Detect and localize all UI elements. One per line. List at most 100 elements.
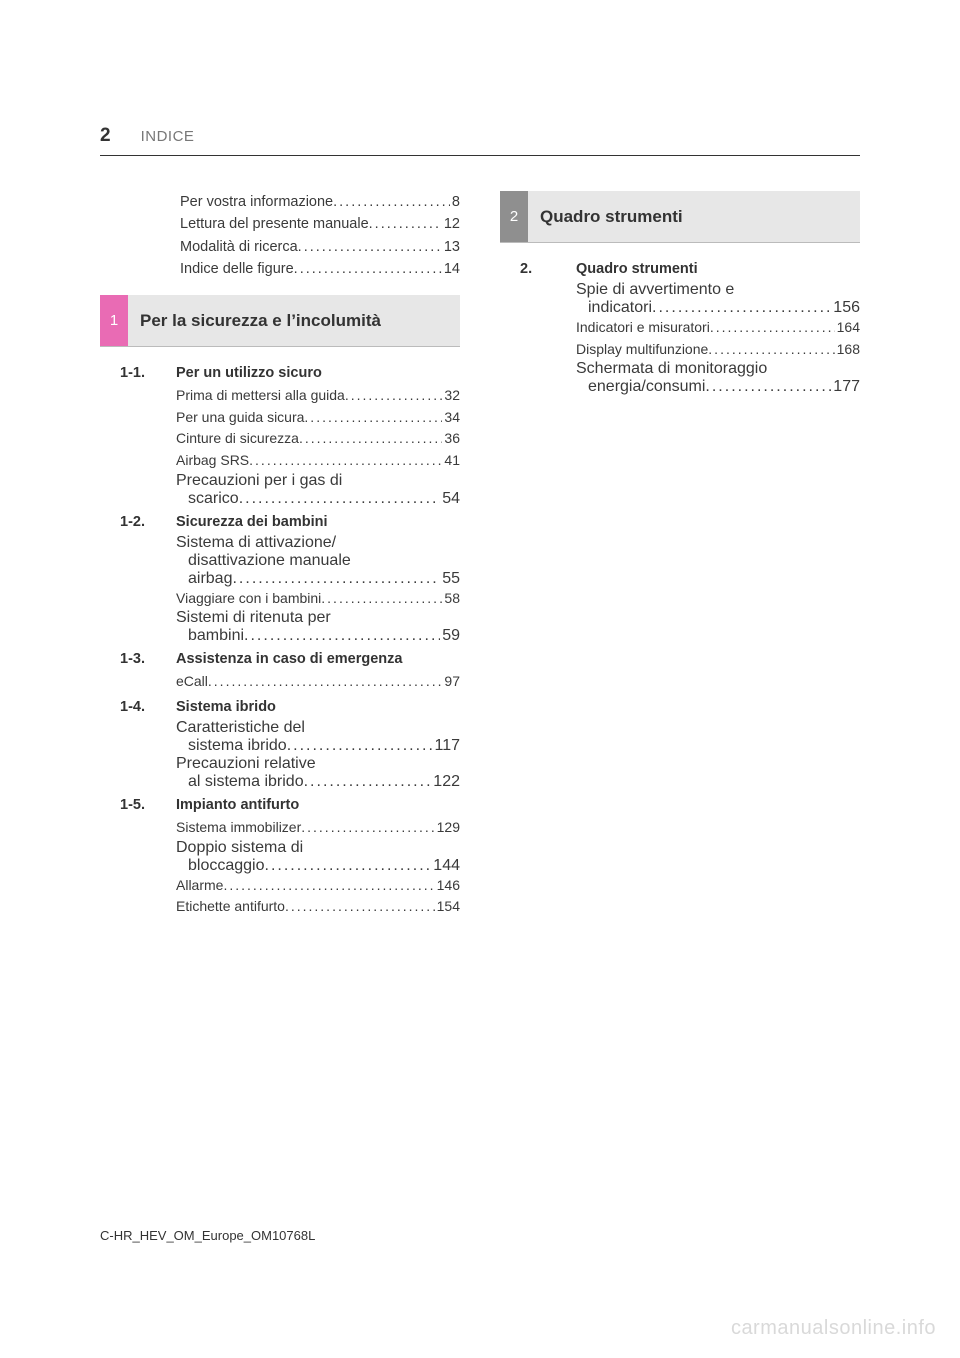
toc-page: 55: [440, 570, 460, 588]
section-2-title: Quadro strumenti: [528, 191, 860, 242]
toc-label: bloccaggio: [188, 857, 265, 875]
toc-label: Per vostra informazione: [180, 191, 333, 213]
toc-dots: [223, 875, 434, 897]
content-columns: Per vostra informazione 8 Lettura del pr…: [100, 191, 860, 924]
toc-page: 144: [431, 857, 460, 875]
toc-page: 129: [435, 817, 460, 839]
subsection-items: Prima di mettersi alla guida 32 Per una …: [120, 385, 460, 508]
left-column: Per vostra informazione 8 Lettura del pr…: [100, 191, 460, 924]
toc-line: Per una guida sicura 34: [176, 407, 460, 429]
intro-list: Per vostra informazione 8 Lettura del pr…: [100, 191, 460, 281]
subsection-2: 2. Quadro strumenti Spie di avvertimento…: [500, 261, 860, 396]
toc-dots: [710, 317, 835, 339]
toc-label: indicatori: [588, 299, 652, 317]
toc-label: Per una guida sicura: [176, 407, 304, 429]
toc-dots: [287, 737, 433, 755]
toc-page: 177: [831, 378, 860, 396]
toc-label: Allarme: [176, 875, 223, 897]
toc-dots: [298, 236, 442, 258]
toc-page: 14: [442, 258, 460, 280]
toc-label: sistema ibrido: [188, 737, 287, 755]
subsection-1-1: 1-1. Per un utilizzo sicuro Prima di met…: [100, 365, 460, 508]
subsection-head: 1-1. Per un utilizzo sicuro: [120, 365, 460, 381]
toc-line: Sistema immobilizer 129: [176, 817, 460, 839]
subsection-1-4: 1-4. Sistema ibrido Caratteristiche del …: [100, 699, 460, 791]
toc-page: 117: [432, 737, 460, 755]
toc-line-multi: Sistemi di ritenuta per bambini 59: [176, 609, 460, 645]
toc-page: 13: [442, 236, 460, 258]
toc-label: Prima di mettersi alla guida: [176, 385, 345, 407]
toc-dots: [304, 407, 442, 429]
toc-label: Doppio sistema di: [176, 839, 460, 857]
toc-line: Lettura del presente manuale 12: [180, 213, 460, 235]
subsection-1-2: 1-2. Sicurezza dei bambini Sistema di at…: [100, 514, 460, 646]
toc-dots: [321, 588, 442, 610]
page: 2 INDICE Per vostra informazione 8 Lettu…: [0, 0, 960, 1358]
subsection-head: 1-5. Impianto antifurto: [120, 797, 460, 813]
toc-line: Indice delle figure 14: [180, 258, 460, 280]
toc-page: 58: [442, 588, 460, 610]
toc-page: 54: [440, 490, 460, 508]
section-1-tab: 1: [100, 295, 128, 346]
toc-label: Lettura del presente manuale: [180, 213, 369, 235]
subsection-num: 1-5.: [120, 797, 162, 813]
toc-label: Precauzioni per i gas di: [176, 472, 460, 490]
watermark-text: carmanualsonline.info: [731, 1317, 936, 1340]
subsection-num: 1-3.: [120, 651, 162, 667]
toc-dots: [265, 857, 432, 875]
subsection-title: Assistenza in caso di emergenza: [176, 651, 460, 667]
toc-dots: [208, 671, 443, 693]
toc-label: Sistemi di ritenuta per: [176, 609, 460, 627]
toc-dots: [294, 258, 442, 280]
toc-label: airbag: [188, 570, 232, 588]
toc-page: 164: [835, 317, 860, 339]
subsection-items: Caratteristiche del sistema ibrido 117 P…: [120, 719, 460, 791]
footer-doc-code: C-HR_HEV_OM_Europe_OM10768L: [100, 1228, 315, 1243]
toc-page: 97: [442, 671, 460, 693]
toc-line: Display multifunzione 168: [576, 339, 860, 361]
toc-dots: [285, 896, 435, 918]
toc-label: Sistema immobilizer: [176, 817, 301, 839]
toc-page: 41: [442, 450, 460, 472]
toc-dots: [652, 299, 831, 317]
subsection-head: 1-2. Sicurezza dei bambini: [120, 514, 460, 530]
subsection-title: Sistema ibrido: [176, 699, 460, 715]
toc-label: eCall: [176, 671, 208, 693]
toc-page: 59: [440, 627, 460, 645]
toc-line-multi: Sistema di attivazione/ disattivazione m…: [176, 534, 460, 588]
subsection-title: Quadro strumenti: [576, 261, 860, 277]
toc-line: Allarme 146: [176, 875, 460, 897]
toc-page: 146: [435, 875, 460, 897]
toc-line: Indicatori e misuratori 164: [576, 317, 860, 339]
subsection-num: 2.: [520, 261, 562, 277]
toc-line: Airbag SRS 41: [176, 450, 460, 472]
toc-page: 8: [450, 191, 460, 213]
toc-label: Etichette antifurto: [176, 896, 285, 918]
toc-label: Precauzioni relative: [176, 755, 460, 773]
toc-dots: [301, 817, 434, 839]
toc-line-multi: Spie di avvertimento e indicatori 156: [576, 281, 860, 317]
section-2-tab: 2: [500, 191, 528, 242]
toc-dots: [244, 627, 440, 645]
toc-dots: [333, 191, 450, 213]
right-column: 2 Quadro strumenti 2. Quadro strumenti S…: [500, 191, 860, 924]
subsection-num: 1-2.: [120, 514, 162, 530]
toc-label: Caratteristiche del: [176, 719, 460, 737]
subsection-title: Impianto antifurto: [176, 797, 460, 813]
toc-label: scarico: [188, 490, 239, 508]
toc-page: 154: [435, 896, 460, 918]
toc-dots: [299, 428, 442, 450]
toc-label: Modalità di ricerca: [180, 236, 298, 258]
section-1-title: Per la sicurezza e l’incolumità: [128, 295, 460, 346]
toc-label: al sistema ibrido: [188, 773, 304, 791]
toc-label: Schermata di monitoraggio: [576, 360, 860, 378]
subsection-num: 1-1.: [120, 365, 162, 381]
toc-label: Indice delle figure: [180, 258, 294, 280]
toc-line: Modalità di ricerca 13: [180, 236, 460, 258]
toc-dots: [708, 339, 834, 361]
subsection-items: Spie di avvertimento e indicatori 156 In…: [520, 281, 860, 396]
header-title: INDICE: [141, 128, 195, 145]
subsection-items: Sistema immobilizer 129 Doppio sistema d…: [120, 817, 460, 918]
toc-dots: [232, 570, 440, 588]
subsection-head: 2. Quadro strumenti: [520, 261, 860, 277]
